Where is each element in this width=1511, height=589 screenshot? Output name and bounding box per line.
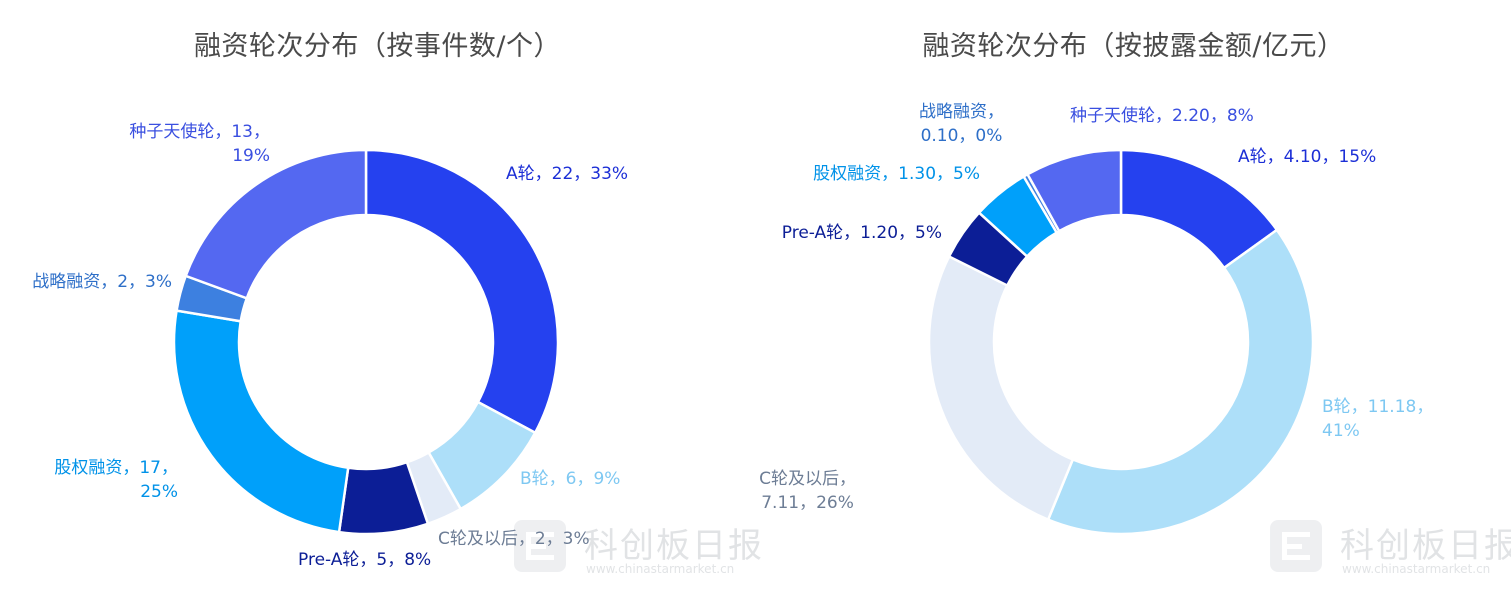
slice-label-line: B轮，11.18， (1322, 397, 1434, 417)
slice-label: 种子天使轮，13， 19% (129, 120, 270, 168)
slice-label: 战略融资， 0.10，0% (919, 100, 1004, 148)
watermark-url: www.chinastarmarket.cn (586, 562, 735, 576)
donut-chart-events (172, 148, 560, 536)
watermark-logo-icon (1270, 520, 1322, 572)
slice-label-line: Pre-A轮，5，8% (298, 550, 432, 570)
watermark-name: 科创板日报 (584, 526, 764, 566)
slice-label-line: 战略融资， (919, 102, 1004, 122)
slice-2 (1046, 228, 1315, 536)
slice-5 (172, 309, 350, 534)
slice-label-line: A轮，4.10，15% (1238, 147, 1377, 167)
chart-title: 融资轮次分布（按披露金额/亿元） (922, 31, 1345, 62)
slice-label: Pre-A轮，1.20，5% (782, 221, 942, 245)
slice-label: C轮及以后，2，3% (438, 527, 590, 551)
slice-label-line: C轮及以后，2，3% (438, 529, 590, 549)
slice-label: B轮，11.18， 41% (1322, 395, 1433, 443)
watermark-name: 科创板日报 (1340, 526, 1511, 566)
slice-label: B轮，6，9% (520, 467, 620, 491)
slice-label-line: 种子天使轮，2.20，8% (1070, 106, 1254, 126)
slice-label: A轮，22，33% (506, 162, 628, 186)
slice-label: Pre-A轮，5，8% (298, 548, 431, 572)
slice-label-line: A轮，22，33% (506, 164, 629, 184)
slice-3 (927, 254, 1075, 522)
donut-chart-amount (927, 148, 1315, 536)
slice-label-line: C轮及以后， (759, 469, 856, 489)
slice-label-line: 战略融资，2，3% (32, 272, 172, 292)
slice-label-line: B轮，6，9% (520, 469, 621, 489)
slice-label: 股权融资，1.30，5% (813, 162, 980, 186)
slice-label: 战略融资，2，3% (32, 270, 172, 294)
slice-label-line: 股权融资，1.30，5% (813, 164, 980, 184)
slice-label-line: 0.10，0% (920, 126, 1003, 146)
slice-label-line: 41% (1322, 421, 1360, 441)
chart-title: 融资轮次分布（按事件数/个） (193, 31, 562, 62)
slice-1 (364, 148, 560, 435)
slice-label: 股权融资，17， 25% (54, 456, 178, 504)
slice-label-line: 股权融资，17， (54, 458, 178, 478)
slice-label-line: 7.11，26% (761, 493, 854, 513)
slice-label: C轮及以后， 7.11，26% (759, 467, 856, 515)
slice-label-line: Pre-A轮，1.20，5% (781, 223, 942, 243)
watermark-logo-icon (514, 520, 566, 572)
chart-panel-amount: 融资轮次分布（按披露金额/亿元） 科创板日报 www.chinastarmark… (756, 0, 1511, 589)
slice-label: A轮，4.10，15% (1238, 145, 1376, 169)
slice-label-line: 25% (140, 482, 178, 502)
watermark-url: www.chinastarmarket.cn (1342, 562, 1491, 576)
slice-7 (1025, 148, 1123, 233)
slice-7 (184, 148, 368, 300)
slice-label-line: 19% (232, 146, 270, 166)
slice-label: 种子天使轮，2.20，8% (1070, 104, 1254, 128)
slice-label-line: 种子天使轮，13， (129, 122, 270, 142)
chart-panel-events: 融资轮次分布（按事件数/个） 科创板日报 www.chinastarmarket… (0, 0, 762, 589)
